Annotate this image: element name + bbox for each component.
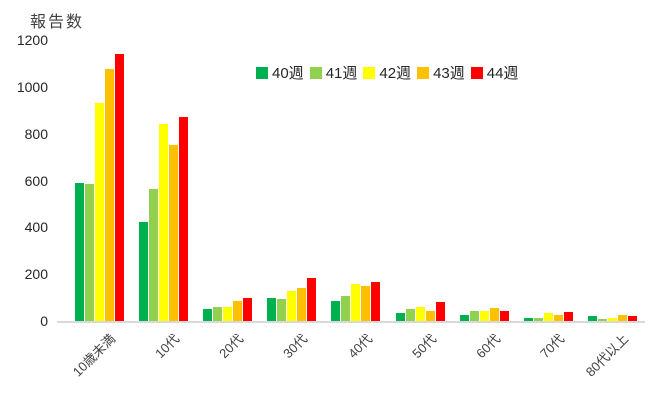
bar-41週-70代 (534, 317, 544, 321)
bar-43週-80代以上 (618, 315, 628, 321)
legend-item-43週: 43週 (417, 62, 465, 83)
y-tick-label: 200 (24, 266, 48, 283)
y-tick-label: 0 (40, 313, 48, 329)
bar-group-50代 (388, 40, 452, 321)
bar-40週-10代 (138, 221, 148, 321)
bar-41週-10歳未満 (84, 184, 94, 321)
y-tick-label: 600 (24, 172, 48, 189)
bar-41週-20代 (213, 306, 223, 321)
bar-44週-30代 (307, 277, 317, 321)
bar-40週-40代 (331, 301, 341, 321)
bar-43週-20代 (233, 301, 243, 321)
legend-swatch-icon (363, 66, 376, 79)
legend-label: 44週 (486, 65, 519, 82)
x-tick-label: 30代 (280, 331, 311, 362)
bar-41週-40代 (341, 296, 351, 321)
legend-swatch-icon (470, 66, 483, 79)
y-tick-label: 1200 (16, 32, 48, 48)
bar-43週-10代 (168, 145, 178, 321)
bar-42週-70代 (544, 312, 554, 321)
bar-40週-20代 (203, 309, 213, 321)
bar-41週-80代以上 (598, 318, 608, 321)
bar-40週-70代 (524, 317, 534, 321)
x-tick-label: 10代 (152, 331, 183, 362)
bar-42週-60代 (479, 310, 489, 321)
bar-43週-40代 (361, 285, 371, 321)
legend-label: 40週 (272, 65, 304, 82)
bar-group-20代 (195, 40, 259, 321)
bar-44週-50代 (435, 302, 445, 321)
bar-43週-70代 (554, 315, 564, 321)
bar-44週-20代 (243, 297, 253, 321)
bar-42週-30代 (287, 290, 297, 321)
bar-42週-40代 (351, 283, 361, 321)
bar-44週-60代 (499, 310, 509, 321)
x-tick-label: 10歳未満 (69, 331, 118, 380)
bar-group-80代以上 (581, 40, 645, 321)
bar-40週-30代 (267, 297, 277, 321)
x-tick-label: 70代 (537, 331, 568, 362)
bar-42週-20代 (223, 306, 233, 321)
legend-swatch-icon (417, 66, 430, 79)
legend-label: 42週 (379, 65, 412, 82)
bar-group-10歳未満 (67, 40, 131, 321)
legend-item-41週: 41週 (309, 62, 358, 83)
y-tick-label: 400 (24, 219, 48, 236)
bar-43週-10歳未満 (104, 69, 114, 321)
bar-40週-10歳未満 (74, 182, 84, 321)
bar-42週-50代 (415, 306, 425, 321)
bar-41週-10代 (148, 188, 158, 321)
legend-label: 41週 (325, 65, 358, 82)
bar-41週-30代 (277, 298, 287, 321)
legend-item-40週: 40週 (256, 62, 304, 83)
legend: 40週 41週 42週 43週 44週 (256, 62, 518, 83)
bar-43週-30代 (297, 288, 307, 321)
bar-44週-10歳未満 (114, 54, 124, 321)
x-tick-label: 80代以上 (583, 331, 632, 380)
bar-42週-80代以上 (608, 317, 618, 321)
plot-area (67, 40, 645, 321)
x-tick-label: 20代 (216, 331, 247, 362)
y-axis-title: 報告数 (30, 14, 85, 31)
x-tick-label: 50代 (408, 331, 439, 362)
bar-41週-50代 (405, 309, 415, 321)
legend-item-42週: 42週 (363, 62, 411, 83)
bar-44週-80代以上 (628, 316, 638, 321)
y-tick-label: 800 (24, 125, 48, 142)
bar-group-30代 (260, 40, 324, 321)
legend-item-44週: 44週 (470, 62, 519, 83)
x-tick-label: 60代 (473, 331, 504, 362)
legend-swatch-icon (256, 66, 268, 79)
y-tick-label: 1000 (16, 78, 48, 95)
bar-42週-10歳未満 (94, 103, 104, 321)
bar-44週-70代 (564, 311, 574, 321)
bar-40週-50代 (395, 312, 405, 321)
legend-label: 43週 (433, 65, 465, 82)
bar-44週-10代 (178, 117, 188, 321)
bar-42週-10代 (158, 124, 168, 321)
bar-43週-60代 (489, 308, 499, 321)
bar-44週-40代 (371, 282, 381, 321)
bar-40週-80代以上 (588, 316, 598, 321)
bar-group-40代 (324, 40, 388, 321)
bar-43週-50代 (425, 310, 435, 321)
bar-group-70代 (517, 40, 581, 321)
bar-group-60代 (452, 40, 516, 321)
bar-41週-60代 (469, 310, 479, 321)
legend-swatch-icon (309, 66, 322, 79)
x-axis-line (57, 321, 645, 323)
bar-40週-60代 (459, 315, 469, 321)
bar-group-10代 (131, 40, 195, 321)
x-tick-label: 40代 (344, 331, 375, 362)
